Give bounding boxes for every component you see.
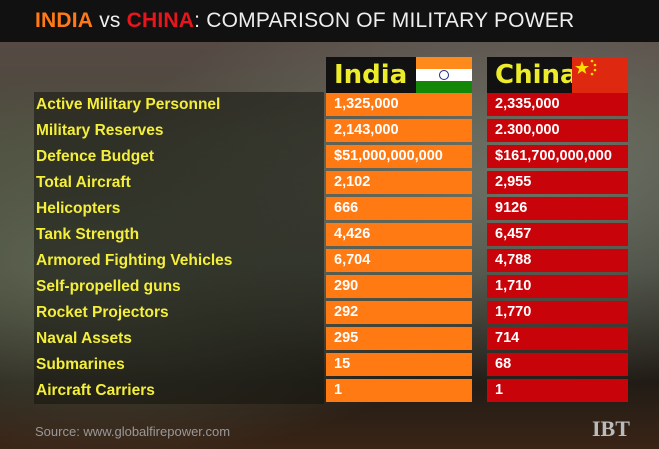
- china-value: 9126: [487, 197, 628, 220]
- title-rest: : COMPARISON OF MILITARY POWER: [194, 9, 575, 32]
- china-value: 6,457: [487, 223, 628, 246]
- china-value: $161,700,000,000: [487, 145, 628, 168]
- china-value: 714: [487, 327, 628, 350]
- india-value: 292: [326, 301, 472, 324]
- china-value: 2.300,000: [487, 119, 628, 142]
- china-value: 1,710: [487, 275, 628, 298]
- ibt-logo: IBT: [592, 416, 630, 441]
- row-label: Defence Budget: [36, 148, 154, 165]
- india-value: 6,704: [326, 249, 472, 272]
- india-value: 15: [326, 353, 472, 376]
- title-vs: vs: [93, 9, 127, 32]
- china-header-label: China: [495, 60, 578, 90]
- page-title: INDIA vs CHINA: COMPARISON OF MILITARY P…: [0, 0, 659, 42]
- source-text: Source: www.globalfirepower.com: [35, 424, 231, 439]
- india-value: 1,325,000: [326, 93, 472, 116]
- india-value: 290: [326, 275, 472, 298]
- title-india: INDIA: [35, 9, 94, 32]
- china-flag-icon: [572, 57, 628, 93]
- row-label: Naval Assets: [36, 330, 132, 347]
- row-label: Total Aircraft: [36, 174, 131, 191]
- row-label: Submarines: [36, 356, 125, 373]
- row-label: Aircraft Carriers: [36, 382, 155, 399]
- row-label: Helicopters: [36, 200, 121, 217]
- china-value: 2,335,000: [487, 93, 628, 116]
- row-label: Armored Fighting Vehicles: [36, 252, 233, 269]
- row-label: Self-propelled guns: [36, 278, 181, 295]
- row-label: Military Reserves: [36, 122, 164, 139]
- india-value: 1: [326, 379, 472, 402]
- china-value: 2,955: [487, 171, 628, 194]
- india-value: 4,426: [326, 223, 472, 246]
- china-value: 1,770: [487, 301, 628, 324]
- india-value: $51,000,000,000: [326, 145, 472, 168]
- labels-panel: [34, 92, 324, 404]
- china-value: 4,788: [487, 249, 628, 272]
- title-china: CHINA: [126, 9, 195, 32]
- india-header: India: [326, 57, 472, 93]
- india-header-label: India: [334, 60, 408, 90]
- china-value: 68: [487, 353, 628, 376]
- row-label: Active Military Personnel: [36, 96, 221, 113]
- india-value: 295: [326, 327, 472, 350]
- india-value: 2,143,000: [326, 119, 472, 142]
- india-flag-icon: [416, 57, 472, 93]
- china-header: China: [487, 57, 628, 93]
- row-label: Tank Strength: [36, 226, 140, 243]
- row-label: Rocket Projectors: [36, 304, 169, 321]
- china-value: 1: [487, 379, 628, 402]
- india-value: 2,102: [326, 171, 472, 194]
- india-value: 666: [326, 197, 472, 220]
